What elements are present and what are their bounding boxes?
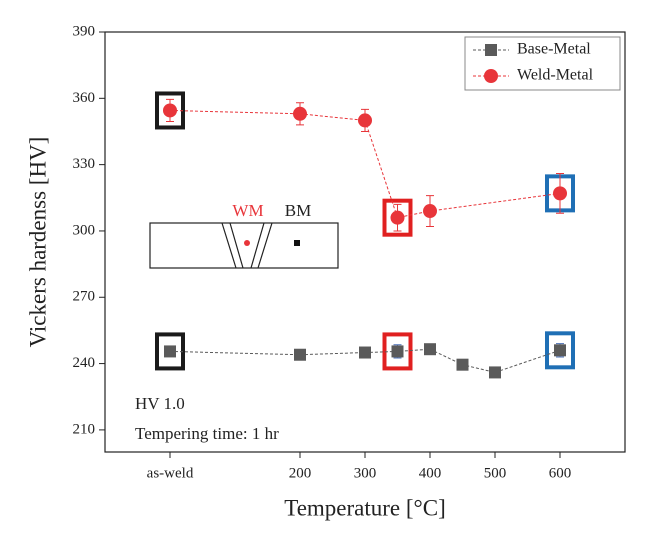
inset-label: BM: [285, 201, 311, 220]
x-tick-label: 500: [484, 465, 507, 481]
y-tick-label: 390: [73, 23, 96, 39]
data-point: [358, 113, 372, 128]
highlight-box: [545, 331, 575, 370]
data-point: [485, 44, 497, 56]
series-line: [169, 348, 561, 373]
legend-label: Base-Metal: [517, 41, 591, 58]
data-point: [163, 103, 177, 118]
y-tick-label: 300: [73, 222, 96, 238]
data-point: [489, 366, 501, 379]
x-axis-label: Temperature [°C]: [284, 495, 445, 520]
y-tick-label: 270: [73, 289, 96, 305]
y-axis-label: Vickers hardenss [HV]: [25, 137, 50, 348]
y-tick-label: 360: [73, 90, 96, 106]
y-tick-label: 330: [73, 156, 96, 172]
inset-bm-dot: [294, 240, 300, 246]
x-tick-label: 300: [354, 465, 377, 481]
inset-weld-groove: [221, 222, 273, 269]
inset-label: WM: [232, 201, 263, 220]
data-point: [424, 343, 436, 356]
inset-diagram: WM BM: [149, 201, 339, 269]
y-tick-label: 240: [73, 355, 96, 371]
data-point: [484, 69, 498, 83]
data-point: [359, 346, 371, 359]
data-point: [164, 345, 176, 358]
y-tick-label: 210: [73, 421, 96, 437]
data-point: [553, 186, 567, 201]
highlight-box: [382, 332, 413, 371]
x-tick-label: as-weld: [147, 465, 194, 481]
inset-wm-dot: [244, 240, 250, 246]
x-tick-label: 400: [419, 465, 442, 481]
series-line: [169, 109, 561, 219]
data-point: [456, 358, 469, 371]
data-point: [294, 348, 306, 361]
data-point: [423, 204, 437, 219]
data-point: [391, 345, 404, 358]
highlight-box: [382, 198, 413, 237]
inset-plate: [149, 222, 339, 269]
annotation: Tempering time: 1 hr: [135, 424, 279, 443]
x-tick-label: 200: [289, 465, 312, 481]
annotation: HV 1.0: [135, 394, 185, 413]
x-tick-label: 600: [549, 465, 572, 481]
data-point: [390, 210, 405, 225]
data-point: [554, 344, 566, 357]
data-point: [293, 106, 307, 121]
legend-label: Weld-Metal: [517, 67, 594, 84]
